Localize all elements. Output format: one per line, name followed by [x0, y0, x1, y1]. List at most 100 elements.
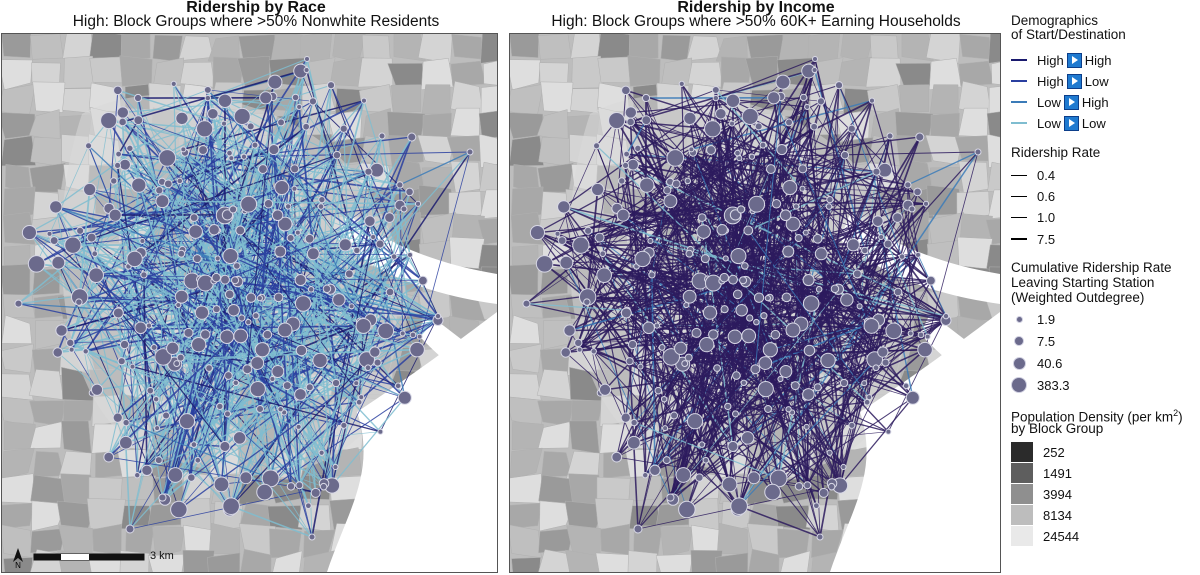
station-node — [397, 182, 403, 188]
station-node — [176, 302, 181, 307]
station-node — [50, 237, 58, 245]
station-node — [728, 441, 738, 451]
legend-rate-item: 7.5 — [1011, 230, 1055, 248]
station-node — [319, 197, 325, 203]
station-node — [621, 413, 630, 422]
station-node — [127, 251, 142, 266]
station-node — [354, 247, 360, 253]
station-node — [635, 145, 641, 151]
station-node — [813, 57, 818, 62]
station-node — [914, 188, 922, 196]
station-node — [805, 104, 810, 109]
station-node — [408, 133, 416, 141]
station-node — [120, 159, 131, 170]
station-node — [119, 436, 132, 449]
station-node — [295, 275, 306, 286]
station-node — [206, 365, 213, 372]
station-node — [800, 186, 805, 191]
station-node — [306, 384, 313, 391]
station-node — [558, 201, 570, 213]
station-node — [821, 353, 835, 367]
station-node — [295, 296, 311, 312]
station-node — [155, 457, 162, 464]
legend-density-item: 1491 — [1011, 463, 1072, 483]
station-node — [220, 441, 230, 451]
station-node — [155, 426, 160, 431]
station-node — [258, 165, 267, 174]
station-node — [217, 403, 223, 409]
station-node — [684, 302, 689, 307]
station-node — [195, 306, 208, 319]
station-node — [323, 285, 331, 293]
station-node — [882, 359, 889, 366]
station-node — [184, 328, 193, 337]
station-node — [275, 180, 289, 194]
station-node — [714, 365, 721, 372]
station-node — [296, 482, 303, 489]
station-node — [234, 263, 241, 270]
station-node — [800, 94, 807, 101]
station-node — [803, 230, 808, 235]
north-label: N — [15, 561, 21, 570]
station-node — [53, 348, 62, 357]
station-node — [257, 296, 262, 301]
station-node — [127, 145, 133, 151]
station-node — [156, 187, 163, 194]
station-node — [229, 206, 236, 213]
station-node — [649, 272, 655, 278]
station-node — [804, 345, 815, 356]
station-node — [689, 147, 694, 152]
station-node — [163, 412, 170, 419]
station-node — [47, 231, 52, 236]
station-node — [92, 251, 98, 257]
race-map[interactable] — [1, 33, 498, 573]
station-node — [795, 235, 802, 242]
station-node — [523, 300, 530, 307]
station-node — [119, 118, 127, 126]
station-node — [783, 180, 797, 194]
station-node — [720, 273, 728, 281]
income-map[interactable] — [509, 33, 1001, 573]
station-node — [283, 382, 291, 390]
station-node — [780, 210, 791, 221]
station-node — [349, 304, 354, 309]
scale-label: 3 km — [150, 550, 174, 562]
station-node — [135, 322, 147, 334]
station-node — [140, 238, 145, 243]
station-node — [634, 525, 642, 533]
station-node — [893, 213, 903, 223]
station-node — [332, 379, 339, 386]
station-node — [643, 472, 648, 477]
station-node — [903, 383, 909, 389]
station-node — [728, 330, 742, 344]
station-node — [717, 225, 727, 235]
outdegree-title-1: Cumulative Ridership Rate — [1011, 260, 1172, 275]
station-node — [192, 337, 206, 351]
station-node — [340, 125, 347, 132]
income-map-canvas[interactable] — [510, 34, 1000, 572]
race-map-canvas[interactable] — [2, 34, 497, 572]
station-node — [716, 108, 727, 119]
station-node — [278, 323, 292, 337]
station-node — [410, 332, 416, 338]
station-node — [857, 304, 862, 309]
station-node — [365, 216, 376, 227]
station-node — [772, 200, 780, 208]
station-node — [175, 290, 188, 303]
station-node — [766, 165, 775, 174]
station-node — [643, 322, 655, 334]
station-node — [814, 384, 821, 391]
station-node — [113, 308, 123, 318]
station-node — [339, 239, 351, 251]
station-node — [240, 472, 252, 484]
station-node — [786, 323, 800, 337]
station-node — [592, 183, 604, 195]
station-node — [765, 484, 781, 500]
station-node — [617, 209, 629, 221]
density-swatch — [1011, 463, 1033, 483]
station-node — [176, 112, 188, 124]
station-node — [123, 419, 129, 425]
station-node — [87, 233, 96, 242]
station-node — [803, 296, 819, 312]
station-node — [661, 396, 666, 401]
